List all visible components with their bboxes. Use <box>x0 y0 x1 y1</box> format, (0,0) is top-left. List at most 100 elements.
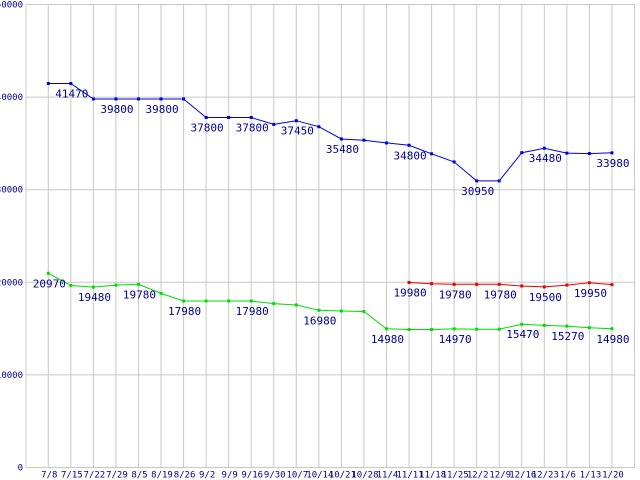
x-axis-tick-label: 12/23 <box>532 471 559 480</box>
x-axis-tick-label: 10/21 <box>329 471 356 480</box>
blue-series-marker <box>610 151 614 155</box>
green-series-marker <box>430 328 434 332</box>
green-series-marker <box>362 309 366 313</box>
y-axis-tick-label: 30000 <box>0 186 23 196</box>
green-series-marker <box>587 326 591 330</box>
green-series-line <box>48 272 613 330</box>
green-series-marker <box>317 308 321 312</box>
green-series-marker <box>46 271 50 275</box>
x-axis-tick-label: 10/28 <box>351 471 378 480</box>
red-series-marker <box>587 281 591 285</box>
blue-series-marker <box>249 115 253 119</box>
x-axis-tick-label: 1/13 <box>580 471 602 480</box>
y-axis-tick-label: 10000 <box>0 371 23 381</box>
blue-series-marker <box>520 151 524 155</box>
green-series-marker <box>114 283 118 287</box>
blue-series-marker <box>294 119 298 123</box>
blue-series-marker <box>136 97 140 101</box>
red-series-point-label: 19950 <box>574 287 607 300</box>
x-axis-tick-label: 9/16 <box>241 471 263 480</box>
green-series-marker <box>475 327 479 331</box>
x-axis-tick-label: 8/19 <box>151 471 173 480</box>
green-series-marker <box>227 299 231 303</box>
green-series-point-label: 19780 <box>123 288 156 301</box>
blue-series-marker <box>475 179 479 183</box>
green-series-marker <box>272 302 276 306</box>
blue-series-marker <box>542 146 546 150</box>
blue-series-point-label: 39800 <box>100 103 133 116</box>
green-series-marker <box>520 322 524 326</box>
y-axis-tick-label: 20000 <box>0 278 23 288</box>
red-series-marker <box>542 285 546 289</box>
x-axis-tick-label: 7/29 <box>106 471 128 480</box>
red-series-point-label: 19500 <box>529 291 562 304</box>
blue-series-marker <box>452 160 456 164</box>
green-series: 20970 19480 19780 17980 17980 16980 14980 14970… <box>33 271 630 346</box>
blue-series-marker <box>339 137 343 141</box>
x-axis-tick-label: 1/6 <box>560 471 576 480</box>
green-series-marker <box>384 327 388 331</box>
y-axis-labels: 0 10000 20000 30000 40000 50000 <box>0 1 23 474</box>
blue-series-point-label: 41470 <box>55 87 88 100</box>
red-series-marker <box>430 282 434 286</box>
green-series-marker <box>204 299 208 303</box>
blue-series: 41470 39800 39800 37800 37800 37450 35480 34800… <box>46 81 630 198</box>
gridlines <box>25 4 635 468</box>
green-series-marker <box>542 323 546 327</box>
blue-series-marker <box>159 97 163 101</box>
x-axis-tick-label: 10/14 <box>306 471 333 480</box>
red-series-line <box>408 282 613 288</box>
green-series-marker <box>249 299 253 303</box>
green-series-marker <box>452 327 456 331</box>
blue-series-marker <box>227 115 231 119</box>
blue-series-point-label: 35480 <box>326 143 359 156</box>
blue-series-line <box>48 83 613 182</box>
x-axis-tick-label: 9/30 <box>264 471 286 480</box>
blue-series-marker <box>407 143 411 147</box>
blue-series-marker <box>362 138 366 142</box>
green-series-marker <box>182 299 186 303</box>
green-series-marker <box>159 291 163 295</box>
blue-series-point-label: 37800 <box>191 121 224 134</box>
green-series-marker <box>407 328 411 332</box>
green-series-point-label: 19480 <box>78 291 111 304</box>
green-series-point-label: 16980 <box>303 314 336 327</box>
blue-series-marker <box>46 81 50 85</box>
red-series-marker <box>565 283 569 287</box>
green-series-point-label: 20970 <box>33 277 66 290</box>
x-axis-labels: 7/8 7/15 7/22 7/29 8/5 8/19 8/26 9/2 9/9 9/16 9/30… <box>41 471 624 480</box>
x-axis-tick-label: 12/9 <box>489 471 511 480</box>
blue-series-point-label: 33980 <box>596 157 629 170</box>
x-axis-tick-label: 8/26 <box>174 471 196 480</box>
green-series-marker <box>565 324 569 328</box>
red-series-marker <box>452 282 456 286</box>
blue-series-point-label: 39800 <box>145 103 178 116</box>
green-series-marker <box>136 282 140 286</box>
green-series-marker <box>91 285 95 289</box>
red-series-marker <box>497 282 501 286</box>
green-series-marker <box>69 284 73 288</box>
blue-series-point-label: 37800 <box>236 121 269 134</box>
blue-series-point-label: 34480 <box>529 152 562 165</box>
green-series-point-label: 17980 <box>168 305 201 318</box>
red-series-point-label: 19980 <box>393 286 426 299</box>
blue-series-point-label: 30950 <box>461 185 494 198</box>
y-axis-tick-label: 0 <box>18 464 23 474</box>
blue-series-marker <box>497 179 501 183</box>
green-series-marker <box>339 309 343 313</box>
blue-series-marker <box>204 115 208 119</box>
green-series-point-label: 14970 <box>439 333 472 346</box>
x-axis-tick-label: 11/11 <box>396 471 423 480</box>
x-axis-tick-label: 11/4 <box>377 471 399 480</box>
x-axis-tick-label: 7/8 <box>41 471 57 480</box>
blue-series-marker <box>317 125 321 129</box>
green-series-point-label: 15270 <box>551 330 584 343</box>
x-axis-tick-label: 7/22 <box>84 471 106 480</box>
x-axis-tick-label: 11/18 <box>419 471 446 480</box>
y-axis-tick-label: 50000 <box>0 1 23 11</box>
green-series-marker <box>497 327 501 331</box>
x-axis-tick-label: 1/20 <box>602 471 624 480</box>
green-series-marker <box>294 303 298 307</box>
